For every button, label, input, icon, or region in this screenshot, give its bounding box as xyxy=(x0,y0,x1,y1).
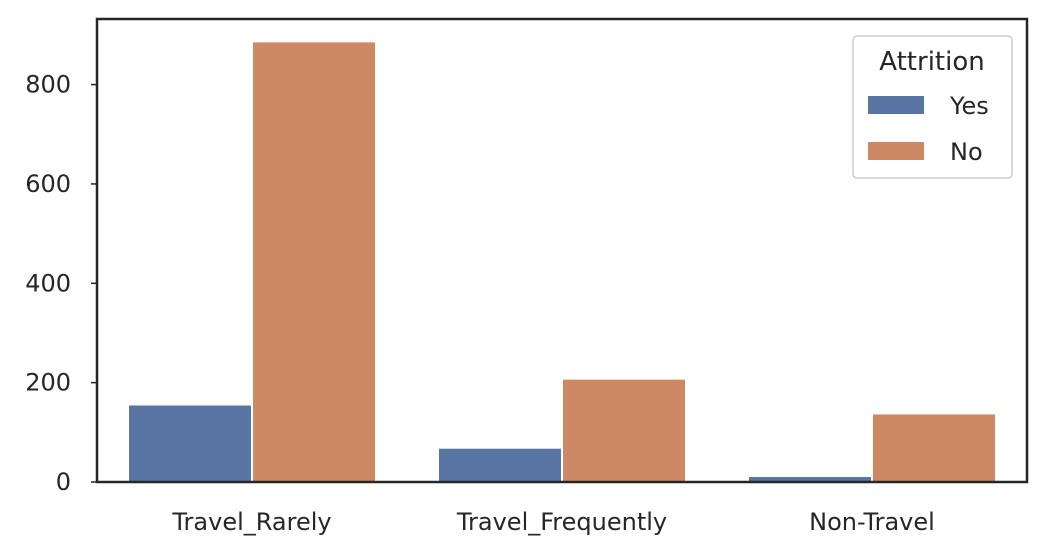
legend-label-no: No xyxy=(950,138,983,166)
y-tick-label: 0 xyxy=(56,468,71,496)
y-tick-label: 600 xyxy=(25,170,71,198)
plot-frame xyxy=(95,17,1029,484)
bars-group xyxy=(127,40,997,484)
legend-swatch-no xyxy=(868,142,924,160)
legend: Attrition Yes No xyxy=(852,35,1013,179)
legend-title: Attrition xyxy=(879,47,984,77)
bar-yes-travel_frequently xyxy=(437,446,563,484)
x-tick-label: Travel_Rarely xyxy=(171,508,331,536)
y-axis: 0 200 400 600 800 xyxy=(25,71,97,496)
bar-yes-travel_rarely xyxy=(127,403,253,483)
legend-label-yes: Yes xyxy=(949,92,989,120)
y-tick-label: 800 xyxy=(25,71,71,99)
x-axis: Travel_Rarely Travel_Frequently Non-Travel xyxy=(171,508,934,536)
y-tick-label: 400 xyxy=(25,269,71,297)
bar-no-travel_frequently xyxy=(561,377,687,483)
legend-swatch-yes xyxy=(868,96,924,114)
x-tick-label: Non-Travel xyxy=(809,508,935,536)
x-tick-label: Travel_Frequently xyxy=(456,508,667,536)
bar-no-non-travel xyxy=(871,412,997,484)
bar-no-travel_rarely xyxy=(251,40,377,483)
y-tick-label: 200 xyxy=(25,369,71,397)
